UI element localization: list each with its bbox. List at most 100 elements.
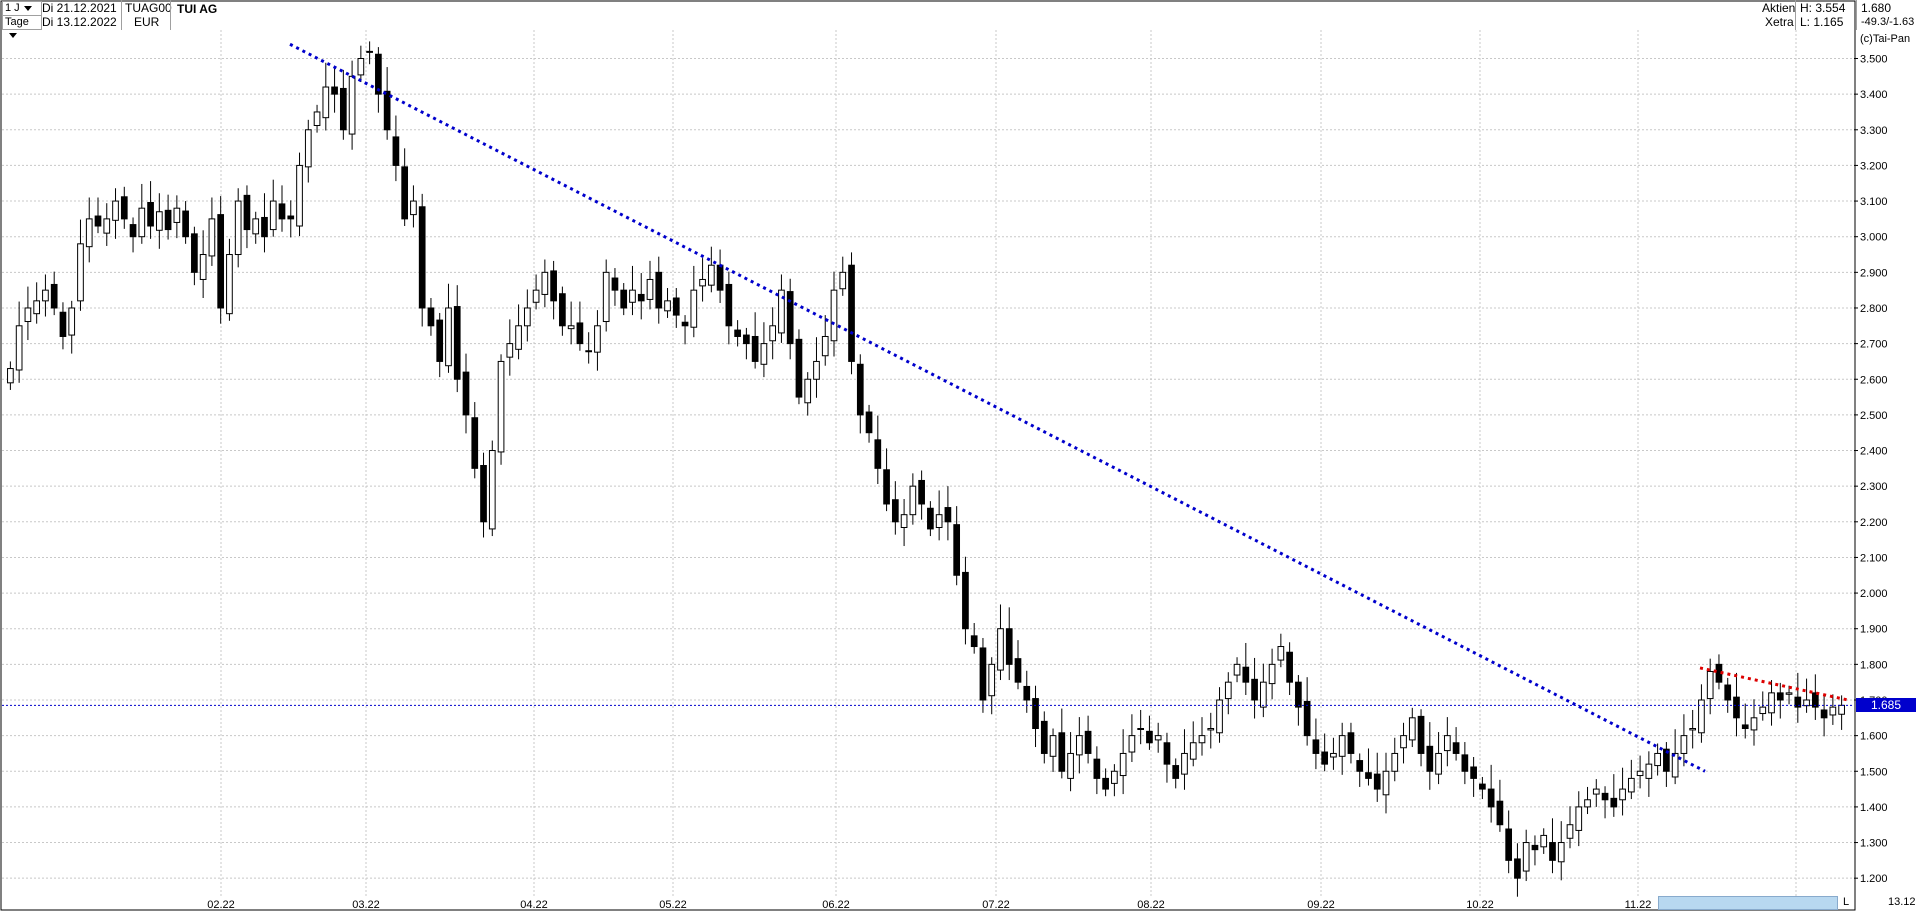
candle xyxy=(1698,684,1705,743)
candle xyxy=(620,283,628,316)
candle xyxy=(1137,709,1145,745)
candle xyxy=(1671,729,1679,785)
candle-body-up xyxy=(1750,717,1758,731)
candle-body-up xyxy=(1408,717,1416,741)
header-divider xyxy=(1795,0,1796,30)
high-value: H: 3.554 xyxy=(1800,1,1846,15)
candle xyxy=(269,179,277,237)
candle-body-down xyxy=(191,233,198,273)
candle xyxy=(856,354,864,434)
candle-body-up xyxy=(1259,681,1267,708)
candle-body-up xyxy=(1128,735,1136,753)
candle-body-up xyxy=(1592,788,1600,795)
x-axis: 02.22 03.22 04.22 05.22 06.22 07.22 08.22 09.22… xyxy=(207,899,1810,911)
candle-body-down xyxy=(1487,788,1495,808)
candle-body-down xyxy=(1321,751,1329,765)
y-tick-label: 2.700 xyxy=(1860,339,1888,351)
candle-body-down xyxy=(1084,730,1092,754)
unit-select[interactable]: Tage xyxy=(2,15,42,38)
candle-body-down xyxy=(1163,742,1171,765)
candle-body-up xyxy=(15,325,23,371)
candle-body-down xyxy=(278,203,286,220)
header-divider xyxy=(1856,0,1857,30)
candle-body-down xyxy=(287,215,295,220)
candle-body-down xyxy=(883,469,890,505)
candle xyxy=(1470,757,1477,797)
candle xyxy=(366,41,373,65)
candle-body-down xyxy=(1601,792,1609,801)
candle-body-down xyxy=(217,214,225,309)
candle-body-down xyxy=(1811,692,1819,708)
candle xyxy=(1724,677,1732,713)
candle xyxy=(322,62,330,131)
candle xyxy=(1829,694,1837,725)
market-type: Aktien xyxy=(1762,1,1796,15)
trendlines xyxy=(2,42,1854,773)
candle-body-up xyxy=(1067,752,1074,779)
candle xyxy=(848,252,855,375)
candle xyxy=(1400,722,1407,764)
candle-body-up xyxy=(1671,752,1679,778)
y-tick-label: 2.600 xyxy=(1860,374,1888,386)
candle-body-up xyxy=(1619,788,1626,801)
candle xyxy=(1619,767,1626,816)
candle xyxy=(1128,714,1136,763)
candle-body-up xyxy=(1627,777,1635,793)
candle-body-up xyxy=(173,207,181,223)
candle-body-down xyxy=(1058,732,1066,772)
candle xyxy=(594,310,601,371)
candle xyxy=(918,470,925,520)
candle-body-down xyxy=(848,264,855,362)
candle-body-down xyxy=(1794,696,1802,708)
candle xyxy=(1321,733,1329,772)
candle-body-down xyxy=(261,216,268,238)
candle-body-up xyxy=(699,278,706,287)
y-tick-label: 3.300 xyxy=(1860,125,1888,137)
candle-body-up xyxy=(602,271,610,323)
candle-body-down xyxy=(550,270,557,302)
candle-body-up xyxy=(1584,799,1591,808)
candle-body-up xyxy=(988,663,996,697)
candle-body-up xyxy=(1645,763,1653,779)
candle-body-up xyxy=(322,86,330,119)
period-select[interactable]: 1 J xyxy=(2,1,42,16)
candle xyxy=(488,440,496,537)
candle-body-up xyxy=(1557,842,1565,863)
time-scrollbar[interactable] xyxy=(1658,896,1838,910)
candle-body-up xyxy=(488,450,496,530)
candle xyxy=(681,315,689,345)
candle-body-up xyxy=(366,50,373,53)
candle-body-up xyxy=(85,218,93,248)
candle xyxy=(1645,751,1653,797)
candle xyxy=(804,372,812,416)
candle-body-up xyxy=(567,325,575,330)
symbol-code: TUAG00 xyxy=(125,1,172,15)
candle xyxy=(953,506,961,586)
candle-body-down xyxy=(962,571,969,630)
candle-body-down xyxy=(611,277,619,291)
candle xyxy=(1224,672,1232,715)
candle xyxy=(1330,737,1337,770)
candle xyxy=(1382,752,1390,814)
candle-body-up xyxy=(1575,806,1583,831)
candle-body-up xyxy=(42,289,49,302)
candle-body-down xyxy=(716,264,724,291)
candle-body-down xyxy=(576,322,584,345)
candle xyxy=(1452,727,1460,761)
candle-body-up xyxy=(1111,770,1118,784)
candle xyxy=(1093,746,1101,795)
candle xyxy=(304,119,312,183)
candle xyxy=(1268,648,1276,700)
candle-body-up xyxy=(348,75,356,135)
candle xyxy=(287,200,295,238)
candle-body-down xyxy=(1312,739,1320,754)
candle-body-up xyxy=(760,343,768,365)
candle-body-up xyxy=(1338,735,1346,757)
candle-body-down xyxy=(1505,828,1513,861)
candle xyxy=(7,361,14,390)
candle xyxy=(462,353,470,434)
candle xyxy=(418,193,426,327)
candle-body-down xyxy=(918,479,925,505)
current-price-marker: 1.685 xyxy=(1856,698,1916,713)
